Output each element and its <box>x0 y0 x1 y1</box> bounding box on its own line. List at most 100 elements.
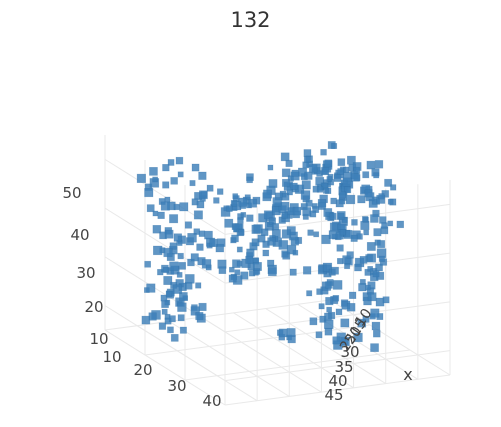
data-point <box>324 312 332 321</box>
data-point <box>220 207 231 217</box>
data-point <box>267 237 276 246</box>
data-point <box>337 158 346 167</box>
data-point <box>191 163 200 172</box>
data-point <box>251 238 260 247</box>
data-point <box>218 266 227 275</box>
data-point <box>195 282 202 289</box>
grid-line <box>224 374 451 406</box>
data-point <box>292 206 302 216</box>
data-point <box>280 201 290 211</box>
data-point <box>371 321 381 331</box>
data-point <box>359 255 368 264</box>
data-point <box>306 290 313 297</box>
data-point <box>267 164 274 171</box>
data-point <box>232 193 239 200</box>
data-point <box>370 308 380 318</box>
data-point <box>387 198 394 205</box>
data-point <box>185 274 195 284</box>
data-point <box>163 275 173 285</box>
data-point <box>301 180 311 190</box>
data-point <box>196 200 205 209</box>
data-point <box>292 249 299 256</box>
data-point <box>240 271 249 280</box>
data-point <box>363 229 370 236</box>
data-point <box>231 234 239 243</box>
data-point <box>346 251 354 259</box>
chart-title: 132 <box>230 8 271 32</box>
data-point <box>237 217 244 224</box>
data-point <box>333 174 342 182</box>
data-point <box>179 202 189 212</box>
data-point <box>217 188 224 195</box>
data-point <box>300 190 311 200</box>
data-point <box>152 210 159 217</box>
data-point <box>378 193 385 200</box>
x-tick-label: 30 <box>340 343 359 361</box>
data-point <box>320 149 327 156</box>
data-point <box>351 173 360 182</box>
data-point <box>230 200 238 207</box>
data-point <box>170 177 178 185</box>
data-point <box>236 246 243 253</box>
data-point <box>384 178 393 187</box>
data-point <box>162 181 170 189</box>
data-point <box>370 343 379 353</box>
data-point <box>262 249 270 257</box>
data-point <box>321 167 330 176</box>
data-point <box>315 176 325 186</box>
data-point <box>272 197 282 207</box>
data-point <box>330 197 337 205</box>
y-tick-label: 30 <box>167 377 186 395</box>
data-point <box>136 173 147 184</box>
data-point <box>361 216 369 223</box>
data-point <box>175 156 184 165</box>
data-point <box>321 234 331 245</box>
data-point <box>324 159 333 168</box>
data-point <box>373 228 382 237</box>
grid-line <box>224 301 451 333</box>
data-point <box>162 266 169 274</box>
data-point <box>331 143 338 150</box>
data-point <box>286 328 296 337</box>
data-point <box>160 294 168 302</box>
data-point <box>308 164 318 173</box>
z-tick-label: 40 <box>70 226 89 244</box>
data-point <box>173 203 180 211</box>
data-point <box>344 186 352 194</box>
data-point <box>170 333 179 342</box>
data-point <box>335 199 344 208</box>
data-point <box>366 160 376 170</box>
data-point <box>363 296 372 306</box>
data-point <box>278 328 288 338</box>
data-point <box>190 306 200 316</box>
data-point <box>348 291 357 299</box>
x-tick-label: 40 <box>328 372 347 390</box>
data-point <box>362 171 370 179</box>
data-point <box>280 152 290 162</box>
data-point <box>343 166 350 173</box>
data-point <box>286 189 293 196</box>
data-point <box>187 258 195 267</box>
data-point <box>373 172 380 179</box>
y-tick-label: 10 <box>89 330 108 348</box>
data-point <box>164 196 171 203</box>
data-point <box>144 188 154 198</box>
grid-line <box>104 158 226 235</box>
data-point <box>206 184 214 192</box>
data-point <box>177 314 185 322</box>
data-point <box>226 205 233 212</box>
marker-layer <box>136 141 404 353</box>
data-point <box>323 208 333 217</box>
data-point <box>161 300 169 309</box>
data-point <box>253 269 259 276</box>
data-point <box>332 294 340 302</box>
data-point <box>337 212 345 220</box>
data-point <box>213 197 220 204</box>
data-point <box>353 166 361 174</box>
data-point <box>289 268 297 276</box>
data-point <box>153 245 163 256</box>
data-point <box>322 187 330 194</box>
data-point <box>346 302 356 312</box>
data-point <box>257 234 266 243</box>
